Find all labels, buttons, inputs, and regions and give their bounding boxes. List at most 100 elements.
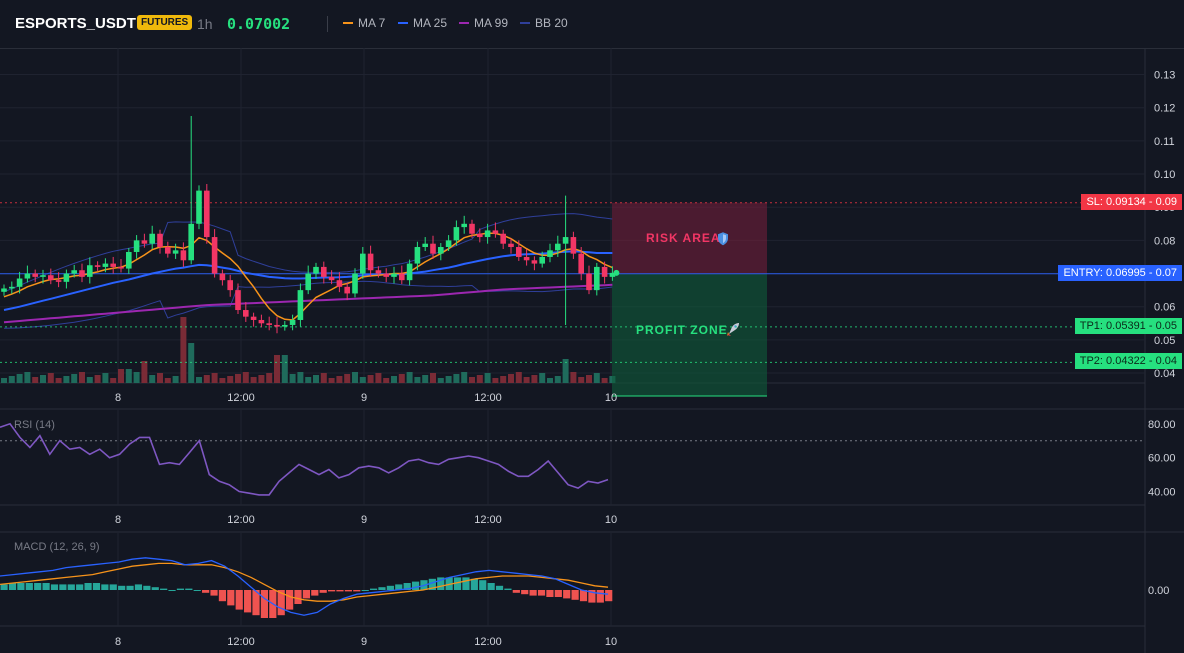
candle-body — [562, 237, 569, 244]
volume-bar — [157, 373, 163, 383]
candle-body — [133, 240, 140, 252]
volume-bar — [570, 372, 577, 383]
macd-histogram-bar — [185, 588, 193, 590]
candle-body — [352, 273, 358, 294]
macd-histogram-bar — [521, 590, 529, 595]
volume-bar — [344, 374, 351, 383]
candle-body — [196, 190, 202, 224]
candle-body — [16, 278, 23, 287]
legend-ma7[interactable]: MA 7 — [343, 16, 385, 30]
rsi-axis-tick: 80.00 — [1148, 419, 1176, 431]
candle-body — [9, 286, 15, 289]
macd-histogram-bar — [76, 584, 84, 590]
macd-histogram-bar — [453, 577, 462, 590]
volume-bar — [125, 369, 132, 383]
macd-histogram-bar — [588, 590, 596, 603]
macd-histogram-bar — [84, 583, 92, 590]
macd-histogram-bar — [67, 584, 75, 590]
volume-bar — [63, 376, 70, 383]
legend-ma99[interactable]: MA 99 — [459, 16, 508, 30]
risk-area-zone[interactable] — [612, 202, 767, 274]
candle-body — [523, 256, 530, 261]
level-tag-label-1: ENTRY: 0.06995 — [1063, 266, 1146, 279]
volume-bar — [110, 378, 117, 383]
volume-bar — [406, 372, 413, 383]
volume-bar — [55, 378, 62, 383]
volume-bar — [508, 374, 514, 383]
volume-bar — [367, 375, 374, 383]
volume-bar — [141, 361, 148, 383]
candle-body — [406, 263, 413, 281]
candle-body — [555, 243, 561, 251]
macd-histogram-bar — [302, 590, 310, 599]
candle-body — [461, 223, 467, 228]
candle-body — [274, 324, 280, 327]
candle-body — [87, 265, 93, 277]
macd-histogram-bar — [252, 590, 260, 616]
volume-bar — [250, 377, 257, 383]
symbol-name[interactable]: ESPORTS_USDT — [15, 15, 136, 32]
macd-histogram-bar — [403, 583, 411, 590]
candle-body — [110, 263, 116, 267]
volume-bar — [188, 343, 195, 383]
macd-axis-tick: 0.00 — [1148, 585, 1169, 597]
volume-bar — [359, 377, 366, 383]
rsi-title: RSI (14) — [14, 419, 55, 431]
volume-bar — [118, 369, 124, 383]
volume-bar — [274, 355, 280, 383]
volume-bar — [562, 359, 569, 383]
macd-histogram-bar — [25, 583, 33, 590]
rsi-axis-tick: 60.00 — [1148, 453, 1176, 465]
time-axis-tick: 10 — [605, 392, 617, 404]
level-tag-2: TP1: 0.05391 - 0.05 — [1074, 317, 1182, 334]
time-axis-tick: 10 — [605, 636, 617, 648]
macd-histogram-bar — [529, 590, 537, 596]
candle-body — [313, 266, 319, 274]
macd-histogram-bar — [42, 583, 50, 590]
macd-histogram-bar — [361, 590, 369, 591]
time-axis-tick: 8 — [115, 514, 121, 526]
macd-histogram-bar — [286, 590, 294, 610]
candle-body — [516, 247, 522, 257]
candle-body — [375, 270, 382, 274]
volume-bar — [476, 375, 483, 383]
volume-bar — [1, 378, 7, 383]
candle-body — [422, 243, 428, 248]
macd-signal-line — [0, 562, 609, 602]
macd-histogram-bar — [151, 587, 159, 590]
timeframe-selector[interactable]: 1h — [197, 16, 213, 32]
legend-ma99-swatch — [459, 21, 469, 24]
macd-histogram-bar — [563, 590, 571, 599]
price-axis-tick: 0.06 — [1154, 302, 1175, 314]
macd-histogram-bar — [386, 585, 394, 590]
level-tag-axis-2: - 0.05 — [1145, 319, 1177, 332]
volume-bar — [484, 373, 491, 383]
profit-zone[interactable] — [612, 273, 767, 396]
macd-histogram-bar — [428, 578, 436, 590]
macd-histogram-bar — [554, 590, 562, 597]
candle-body — [55, 280, 62, 282]
volume-bar — [492, 378, 499, 383]
legend-ma25[interactable]: MA 25 — [398, 16, 447, 30]
level-tag-axis-1: - 0.07 — [1145, 266, 1177, 279]
legend-ma7-label: MA 7 — [358, 16, 386, 30]
candle-body — [586, 273, 592, 291]
macd-histogram-bar — [579, 590, 588, 602]
macd-histogram-bar — [571, 590, 579, 600]
volume-bar — [297, 372, 304, 383]
trade-zones: RISK AREA PROFIT ZONE — [612, 202, 767, 397]
candle-body — [157, 233, 163, 248]
candle-body — [118, 266, 124, 269]
volume-bar — [500, 376, 507, 383]
candle-body — [71, 270, 77, 274]
volume-bar — [453, 374, 460, 383]
candle-body — [508, 243, 514, 248]
legend-bb20[interactable]: BB 20 — [520, 16, 568, 30]
price-level-lines — [0, 202, 1145, 363]
candle-body — [102, 263, 109, 267]
volume-bar — [24, 372, 31, 383]
macd-histogram-bar — [353, 590, 361, 592]
volume-bar — [313, 375, 319, 383]
level-tag-1: ENTRY: 0.06995 - 0.07 — [1058, 264, 1182, 281]
